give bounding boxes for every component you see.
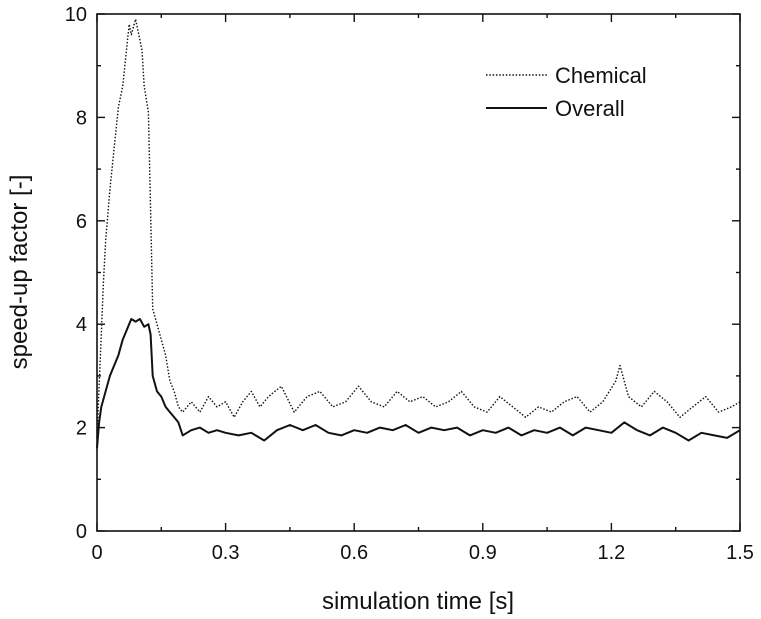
y-tick-label: 10 (65, 4, 87, 26)
series-line-chemical (96, 18, 741, 438)
y-tick-label: 8 (76, 107, 87, 129)
x-tick-label: 0.6 (340, 542, 368, 564)
x-axis-title: simulation time [s] (322, 588, 514, 615)
plot-lines (96, 18, 741, 449)
axis-ticks (96, 13, 741, 532)
x-tick-label: 0.9 (469, 542, 497, 564)
y-tick-label: 0 (76, 521, 87, 543)
x-tick-label: 1.5 (726, 542, 754, 564)
x-tick-label: 1.2 (597, 542, 625, 564)
legend-chemical-label: Chemical (555, 63, 647, 88)
y-tick-label: 6 (76, 211, 87, 233)
x-tick-label: 0.3 (212, 542, 240, 564)
y-tick-label: 4 (76, 314, 87, 336)
legend-overall-label: Overall (555, 96, 625, 121)
series-line-overall (96, 318, 741, 449)
y-tick-label: 2 (76, 418, 87, 440)
legend: Chemical Overall (486, 63, 647, 121)
plot-frame (96, 13, 741, 532)
axis-tick-labels: 0 0.3 0.6 0.9 1.2 1.5 0 2 4 6 8 10 (65, 4, 754, 564)
x-tick-label: 0 (91, 542, 102, 564)
y-axis-title: speed-up factor [-] (6, 175, 33, 370)
